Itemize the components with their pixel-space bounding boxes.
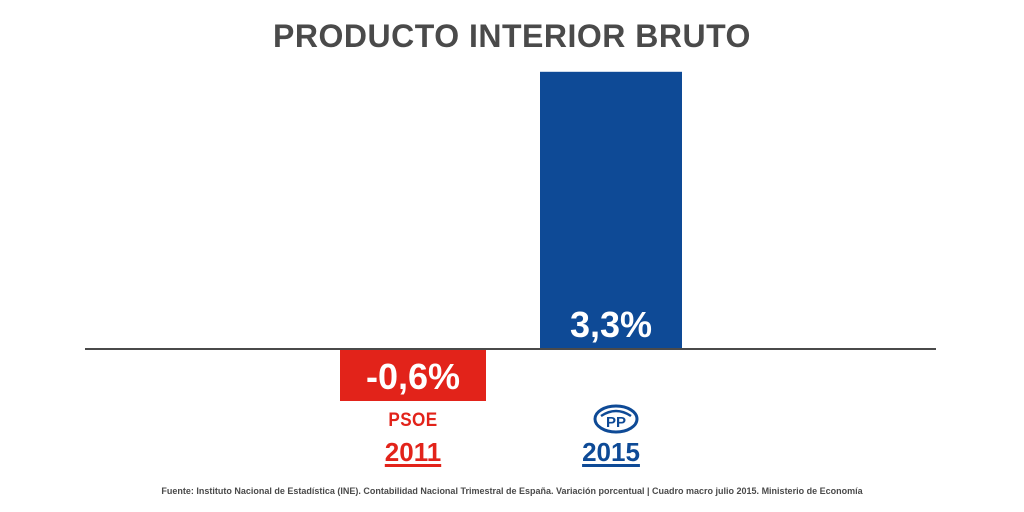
value-label-2011: -0,6% (366, 356, 460, 397)
svg-text:PP: PP (606, 414, 626, 431)
bar-2015-pp (540, 71, 682, 350)
pp-logo-icon: PP (593, 404, 639, 434)
bar-2011-psoe (340, 349, 486, 401)
psoe-party-label: PSOE (388, 410, 438, 431)
value-label-2015: 3,3% (570, 304, 652, 345)
year-label-2015: 2015 (582, 437, 640, 467)
year-label-2011: 2011 (384, 437, 442, 467)
source-note: Fuente: Instituto Nacional de Estadístic… (161, 486, 863, 496)
chart-title: PRODUCTO INTERIOR BRUTO (273, 18, 751, 54)
